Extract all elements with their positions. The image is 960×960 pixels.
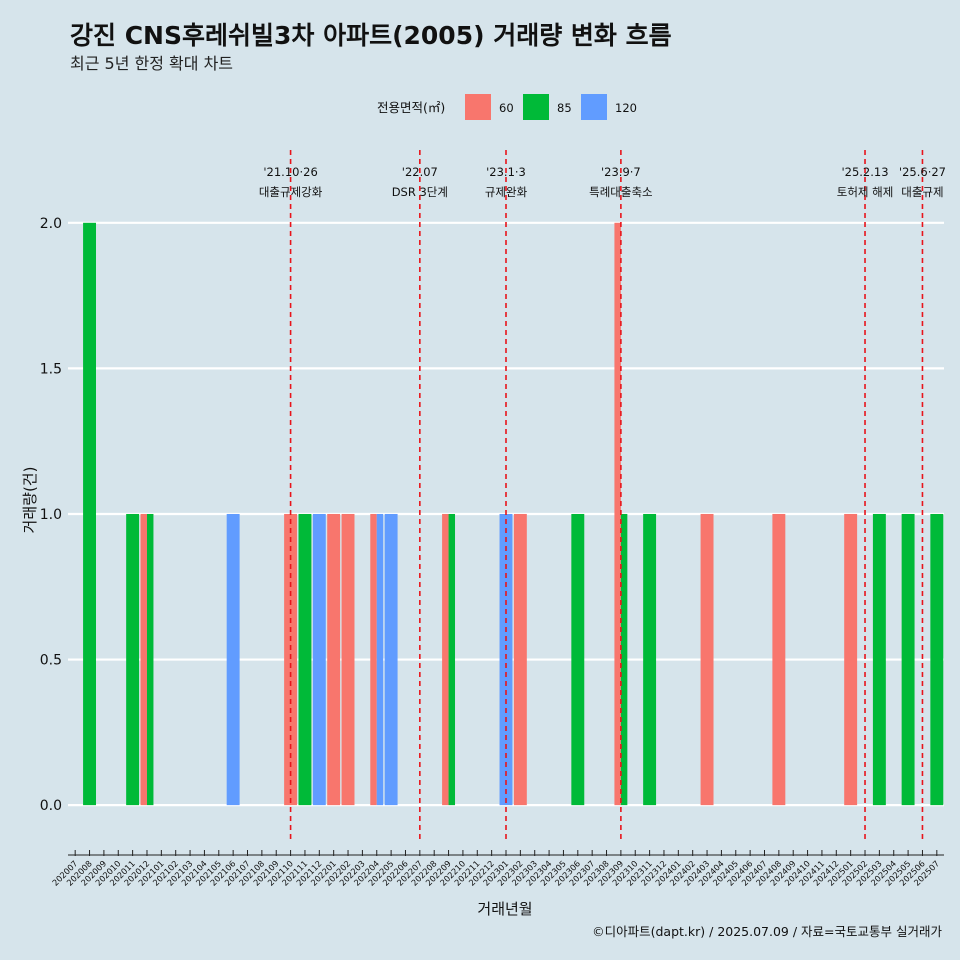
legend-swatch-85 <box>523 94 549 120</box>
bar <box>327 513 341 806</box>
bar <box>643 513 657 806</box>
y-tick-label: 1.0 <box>40 507 62 523</box>
event-label-text: 대출규제강화 <box>259 185 323 199</box>
bar <box>901 513 915 806</box>
bar <box>448 513 456 806</box>
legend-swatch-60 <box>465 94 491 120</box>
x-axis-title: 거래년월 <box>477 900 532 918</box>
bar <box>370 513 377 806</box>
legend-label-60: 60 <box>499 101 514 115</box>
bar <box>872 513 886 806</box>
bar <box>620 513 628 806</box>
event-label-text: DSR 3단계 <box>392 185 448 199</box>
bar <box>226 513 240 806</box>
chart-subtitle: 최근 5년 한정 확대 차트 <box>70 54 233 73</box>
legend-swatch-120 <box>581 94 607 120</box>
bar <box>376 513 384 806</box>
bar <box>442 513 449 806</box>
event-label-date: '22.07 <box>402 165 438 179</box>
y-tick-label: 0.5 <box>40 653 62 669</box>
x-axis: 2020072020082020092020102020112020122021… <box>50 850 944 888</box>
y-tick-label: 0.0 <box>40 798 62 814</box>
bar <box>298 513 312 806</box>
caption: ©디아파트(dapt.kr) / 2025.07.09 / 자료=국토교통부 실… <box>592 924 942 939</box>
event-label-date: '21.10·26 <box>263 165 317 179</box>
bar <box>284 513 298 806</box>
legend-label-85: 85 <box>557 101 572 115</box>
event-label-text: 특례대출축소 <box>589 185 652 199</box>
bar <box>312 513 326 806</box>
bar <box>614 222 621 806</box>
y-tick-label: 2.0 <box>40 216 62 232</box>
bar <box>930 513 944 806</box>
y-axis-title: 거래량(건) <box>21 467 39 534</box>
event-label-date: '23.1·3 <box>486 165 526 179</box>
event-label-date: '25.2.13 <box>841 165 888 179</box>
bar <box>126 513 140 806</box>
y-tick-label: 1.5 <box>40 361 62 377</box>
bar <box>140 513 147 806</box>
bar <box>384 513 398 806</box>
bars <box>83 222 944 806</box>
bar <box>513 513 527 806</box>
bar <box>571 513 585 806</box>
bar <box>341 513 355 806</box>
bar <box>772 513 786 806</box>
event-lines: '21.10·26 대출규제강화 '22.07 DSR 3단계 '23.1·3 규제완화 '… <box>259 150 946 843</box>
event-label-date: '25.6·27 <box>899 165 946 179</box>
bar <box>499 513 513 806</box>
bar <box>146 513 154 806</box>
y-axis: 0.0 0.5 1.0 1.5 2.0 <box>40 216 62 814</box>
event-label-text: 토허제 해제 <box>837 185 894 199</box>
bar <box>700 513 714 806</box>
chart-title: 강진 CNS후레쉬빌3차 아파트(2005) 거래량 변화 흐름 <box>70 21 672 50</box>
event-label-date: '23.9·7 <box>601 165 641 179</box>
bar <box>83 222 97 806</box>
legend: 전용면적(㎡) 60 85 120 <box>377 94 637 120</box>
event-label-text: 대출규제 <box>901 185 943 199</box>
legend-label-120: 120 <box>615 101 637 115</box>
event-label-text: 규제완화 <box>485 185 528 199</box>
legend-title: 전용면적(㎡) <box>377 100 445 115</box>
bar <box>844 513 858 806</box>
